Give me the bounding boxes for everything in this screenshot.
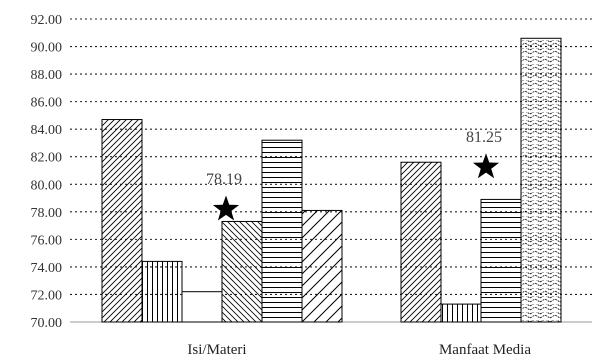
bar <box>301 209 343 323</box>
y-tick-label: 82.00 <box>31 151 63 166</box>
bar <box>141 260 183 323</box>
bar <box>480 198 522 323</box>
bar <box>101 119 143 323</box>
y-tick-label: 88.00 <box>31 68 63 83</box>
x-axis-categories: Isi/Materi Manfaat Media <box>187 342 531 358</box>
y-tick-label: 80.00 <box>31 178 63 193</box>
y-tick-label: 72.00 <box>31 288 63 303</box>
star-marker-icon <box>212 195 240 221</box>
y-tick-label: 90.00 <box>31 41 63 56</box>
x-category-label: Manfaat Media <box>439 342 531 358</box>
y-tick-label: 92.00 <box>31 13 63 28</box>
bar <box>440 303 482 323</box>
bar <box>520 37 562 323</box>
y-axis-ticks: 70.00 72.00 74.00 76.00 78.00 80.00 82.00 84.00… <box>31 13 63 331</box>
bar <box>181 291 223 323</box>
y-tick-label: 74.00 <box>31 261 63 276</box>
x-category-label: Isi/Materi <box>187 342 246 358</box>
y-tick-label: 86.00 <box>31 96 63 111</box>
bar <box>400 161 442 323</box>
annotations: 78.19 81.25 <box>206 129 502 221</box>
data-label: 78.19 <box>206 171 242 188</box>
bars <box>101 37 562 323</box>
data-label: 81.25 <box>466 129 502 146</box>
y-tick-label: 84.00 <box>31 123 63 138</box>
y-tick-label: 78.00 <box>31 206 63 221</box>
y-tick-label: 76.00 <box>31 233 63 248</box>
bar <box>261 139 303 323</box>
y-tick-label: 70.00 <box>31 316 63 331</box>
bar <box>221 220 263 323</box>
